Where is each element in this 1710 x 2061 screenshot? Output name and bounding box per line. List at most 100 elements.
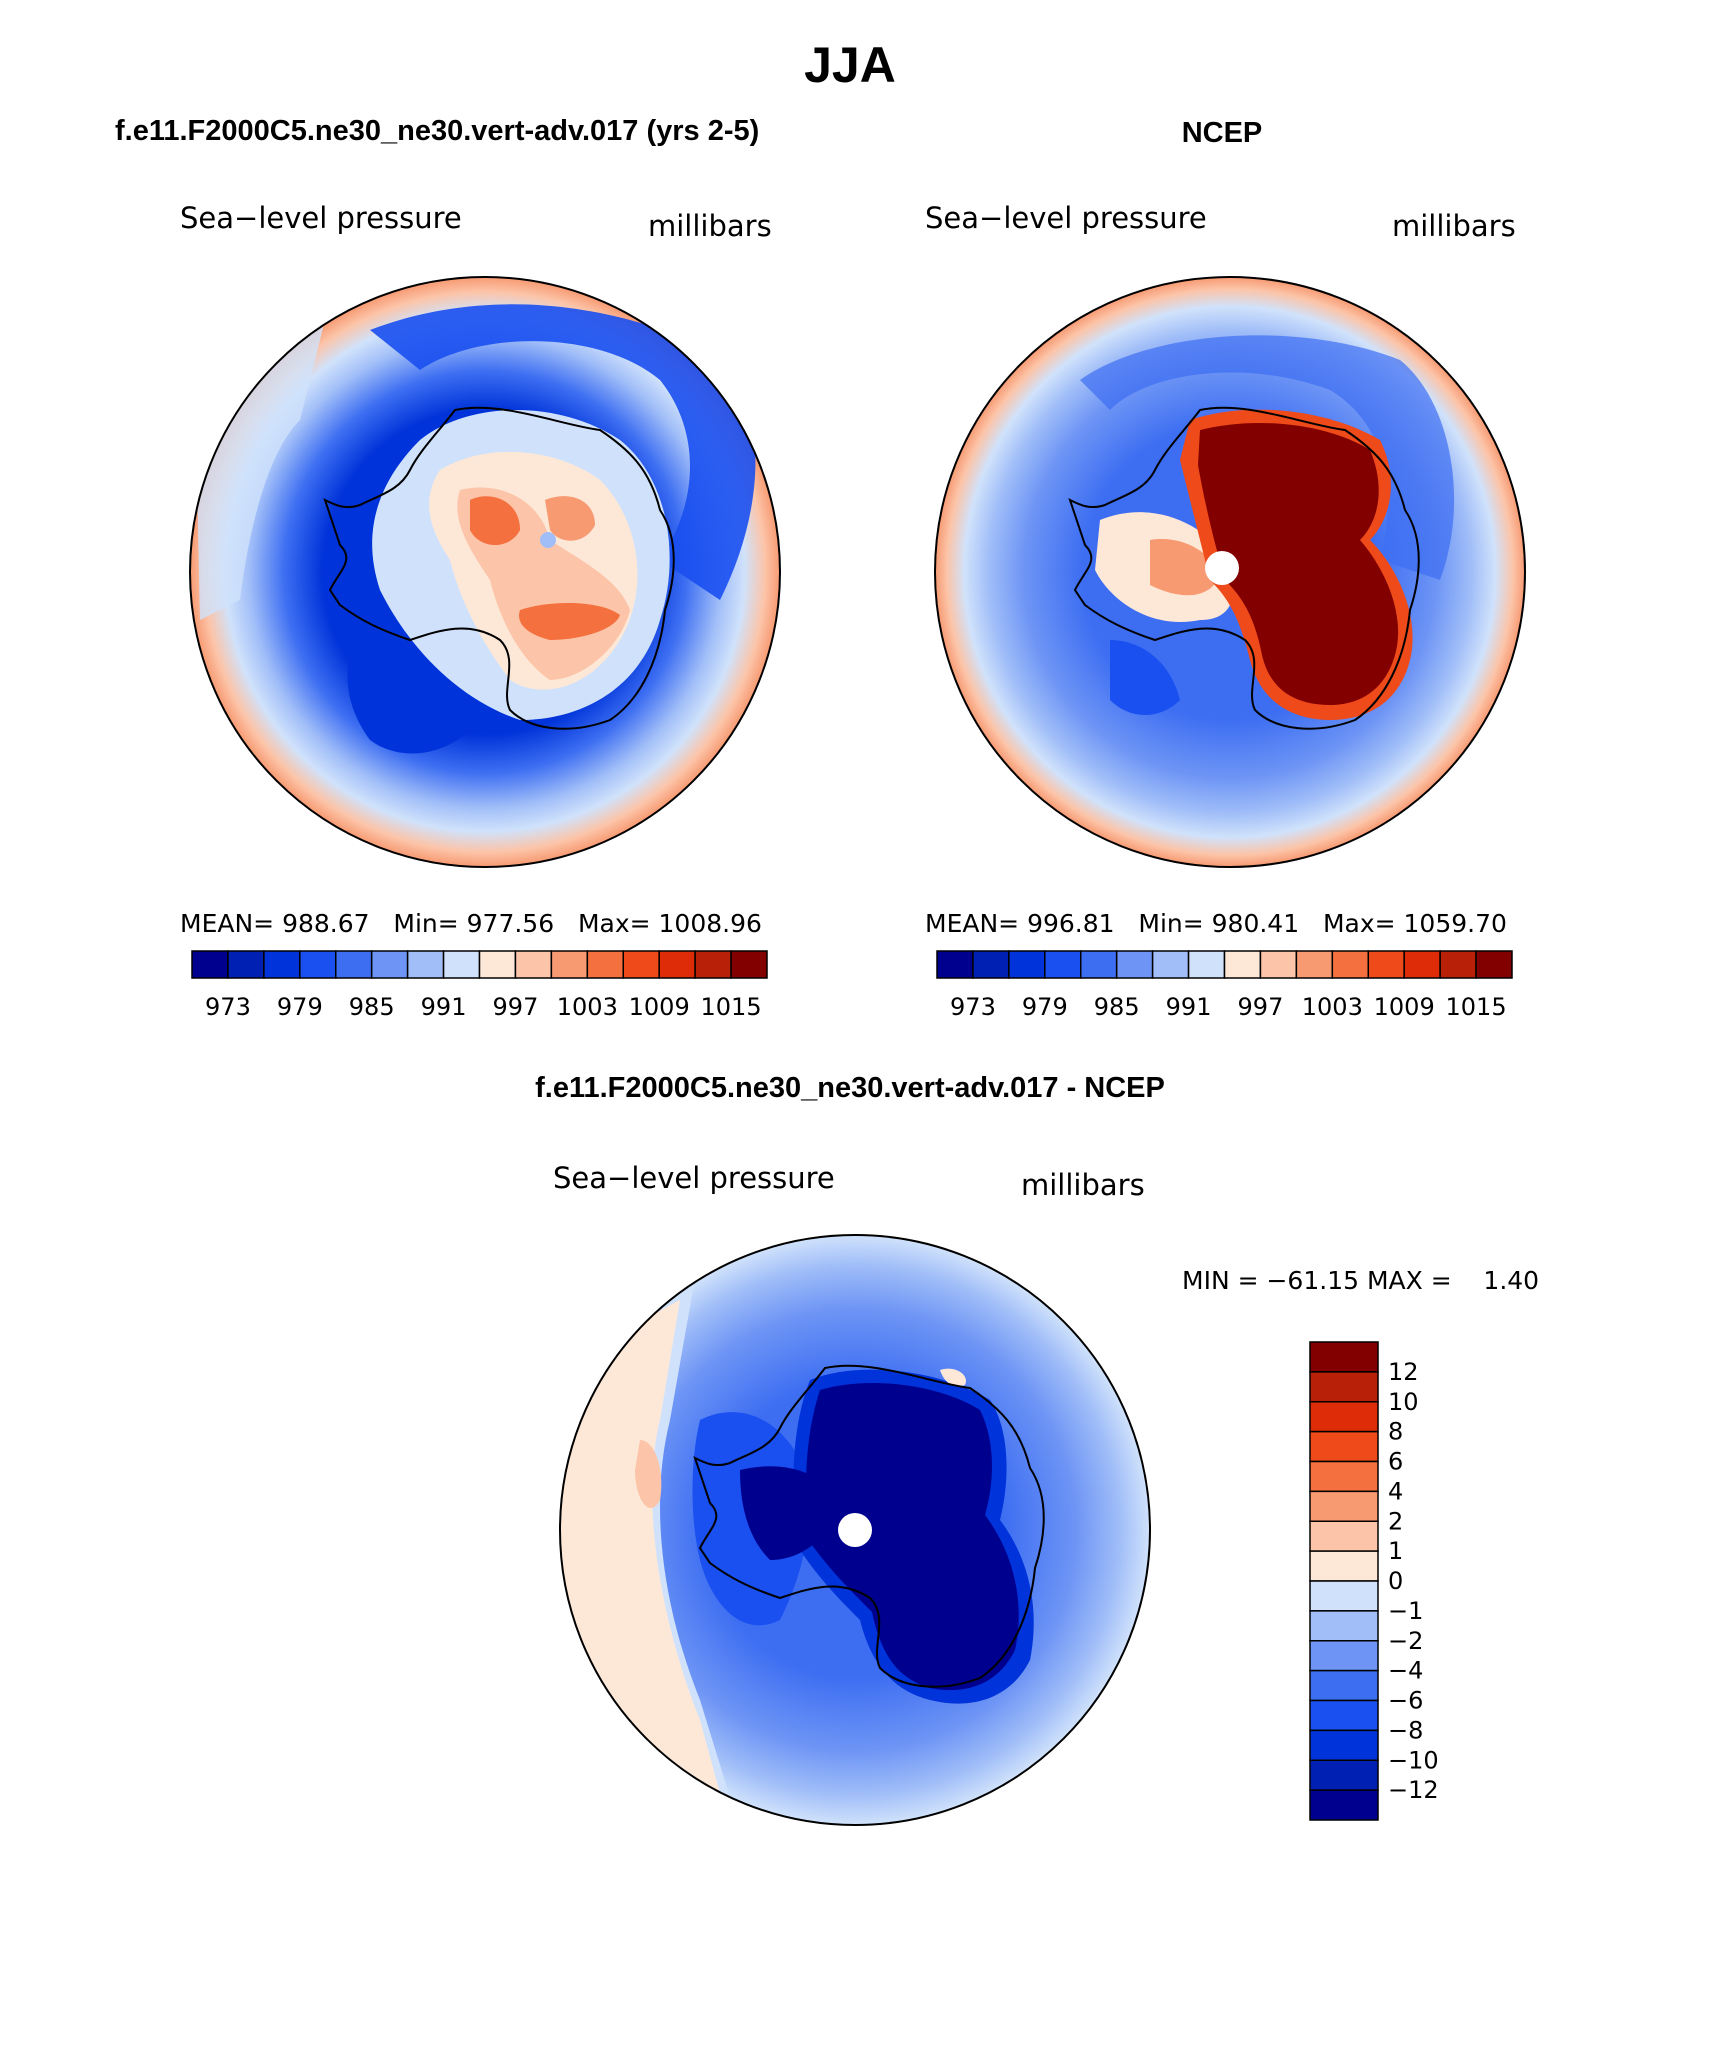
- diff-units-label: millibars: [1021, 1168, 1145, 1202]
- diff-colorbar-tick-label: 8: [1388, 1418, 1403, 1446]
- model-colorbar-swatch: [299, 950, 337, 979]
- model-variable-label: Sea−level pressure: [180, 201, 462, 235]
- obs-colorbar-swatch: [1403, 950, 1441, 979]
- diff-colorbar-swatch: [1309, 1610, 1379, 1642]
- diff-colorbar-swatch: [1309, 1699, 1379, 1732]
- diff-colorbar-tick-label: 12: [1388, 1358, 1419, 1386]
- diff-colorbar-tick-label: −1: [1388, 1597, 1423, 1625]
- obs-colorbar-tick-label: 997: [1238, 993, 1284, 1021]
- obs-pole-marker: [1205, 551, 1239, 585]
- diff-colorbar-tick-label: 6: [1388, 1448, 1403, 1476]
- model-colorbar-tick-label: 1003: [557, 993, 618, 1021]
- diff-colorbar-tick-label: 0: [1388, 1567, 1403, 1595]
- model-antarctica-coastline: [323, 406, 675, 730]
- diff-colorbar-tick-label: −4: [1388, 1657, 1423, 1685]
- obs-colorbar-tick-label: 979: [1022, 993, 1068, 1021]
- diff-colorbar-swatch: [1309, 1640, 1379, 1672]
- obs-colorbar-swatch: [1259, 950, 1298, 979]
- model-colorbar-swatch: [622, 950, 660, 979]
- obs-colorbar-swatch: [1295, 950, 1334, 979]
- diff-colorbar-swatch: [1309, 1401, 1379, 1433]
- obs-panel-title: NCEP: [1182, 117, 1263, 149]
- obs-colorbar-swatch: [1115, 950, 1154, 979]
- obs-antarctica-coastline: [1068, 406, 1420, 730]
- diff-colorbar-tick-label: 4: [1388, 1477, 1403, 1505]
- diff-pole-marker: [838, 1513, 872, 1547]
- model-units-label: millibars: [648, 209, 772, 243]
- model-colorbar-tick-label: 997: [493, 993, 539, 1021]
- model-colorbar-swatch: [370, 950, 409, 979]
- obs-colorbar-swatch: [1331, 950, 1369, 979]
- diff-colorbar-swatch: [1309, 1341, 1379, 1373]
- diff-colorbar-swatch: [1309, 1789, 1379, 1821]
- obs-colorbar: 973 979 985 991 997 1003 1009 1015: [936, 950, 1513, 1021]
- diff-colorbar-tick-label: 2: [1388, 1507, 1403, 1535]
- diff-colorbar-swatch: [1309, 1550, 1379, 1582]
- model-map-boundary: [189, 276, 781, 868]
- model-panel: Sea−level pressure millibars MEAN= 988.6…: [180, 201, 781, 1021]
- diff-variable-label: Sea−level pressure: [553, 1161, 835, 1195]
- diff-panel: Sea−level pressure millibars MIN = −61.1…: [553, 1161, 1539, 1826]
- model-colorbar-swatch: [335, 950, 373, 979]
- diff-colorbar-tick-label: −6: [1388, 1687, 1423, 1715]
- diff-colorbar-swatch: [1309, 1371, 1379, 1403]
- obs-colorbar-tick-label: 1003: [1302, 993, 1363, 1021]
- diff-colorbar-swatch: [1309, 1490, 1379, 1522]
- model-colorbar-swatch: [730, 950, 768, 979]
- diff-stats: MIN = −61.15 MAX = 1.40: [1182, 1266, 1539, 1295]
- obs-colorbar-swatch: [972, 950, 1010, 979]
- diff-colorbar-tick-label: −12: [1388, 1776, 1439, 1804]
- model-colorbar-tick-label: 1015: [701, 993, 762, 1021]
- obs-stats: MEAN= 996.81 Min= 980.41 Max= 1059.70: [925, 909, 1507, 938]
- model-colorbar-tick-label: 985: [349, 993, 395, 1021]
- obs-colorbar-tick-label: 985: [1094, 993, 1140, 1021]
- diff-colorbar-swatch: [1309, 1520, 1379, 1552]
- obs-colorbar-swatch: [1439, 950, 1477, 979]
- model-map: [190, 277, 780, 867]
- obs-map-boundary: [934, 276, 1526, 868]
- obs-colorbar-tick-label: 973: [950, 993, 996, 1021]
- obs-colorbar-swatch: [1080, 950, 1118, 979]
- model-colorbar-swatch: [586, 950, 624, 979]
- diff-colorbar-swatch: [1309, 1729, 1379, 1761]
- diff-panel-title: f.e11.F2000C5.ne30_ne30.vert-adv.017 - N…: [535, 1072, 1165, 1104]
- obs-colorbar-swatch: [1044, 950, 1082, 979]
- diff-colorbar-tick-label: 1: [1388, 1537, 1403, 1565]
- diff-antarctica-coastline: [693, 1364, 1045, 1688]
- model-colorbar-swatch: [442, 950, 481, 979]
- obs-colorbar-swatch: [1151, 950, 1190, 979]
- model-colorbar-tick-label: 1009: [629, 993, 690, 1021]
- diff-colorbar-swatch: [1309, 1430, 1379, 1463]
- obs-panel: Sea−level pressure millibars MEAN= 996.8…: [925, 201, 1526, 1021]
- obs-colorbar-tick-label: 1015: [1446, 993, 1507, 1021]
- model-colorbar-tick-label: 991: [421, 993, 467, 1021]
- model-colorbar-swatch: [658, 950, 696, 979]
- obs-colorbar-swatch: [1367, 950, 1405, 979]
- model-colorbar-swatch: [263, 950, 301, 979]
- diff-map-boundary: [559, 1234, 1151, 1826]
- model-colorbar-tick-label: 973: [205, 993, 251, 1021]
- model-colorbar-swatch: [191, 950, 229, 979]
- obs-colorbar-swatch: [1475, 950, 1513, 979]
- model-colorbar-swatch: [514, 950, 553, 979]
- obs-units-label: millibars: [1392, 209, 1516, 243]
- diff-colorbar-tick-label: −10: [1388, 1746, 1439, 1774]
- figure-title: JJA: [804, 37, 896, 93]
- obs-variable-label: Sea−level pressure: [925, 201, 1207, 235]
- obs-colorbar-swatch: [1008, 950, 1046, 979]
- diff-colorbar-swatch: [1309, 1759, 1379, 1791]
- diff-colorbar-swatch: [1309, 1669, 1379, 1702]
- obs-colorbar-swatch: [1223, 950, 1262, 979]
- model-colorbar-swatch: [694, 950, 732, 979]
- model-colorbar-swatch: [227, 950, 265, 979]
- obs-colorbar-swatch: [1187, 950, 1226, 979]
- obs-colorbar-swatch: [936, 950, 974, 979]
- model-colorbar-swatch: [406, 950, 445, 979]
- model-colorbar-tick-label: 979: [277, 993, 323, 1021]
- model-colorbar-swatch: [550, 950, 589, 979]
- diff-colorbar-tick-label: −8: [1388, 1716, 1423, 1744]
- diff-colorbar-swatch: [1309, 1460, 1379, 1493]
- model-colorbar-swatch: [478, 950, 517, 979]
